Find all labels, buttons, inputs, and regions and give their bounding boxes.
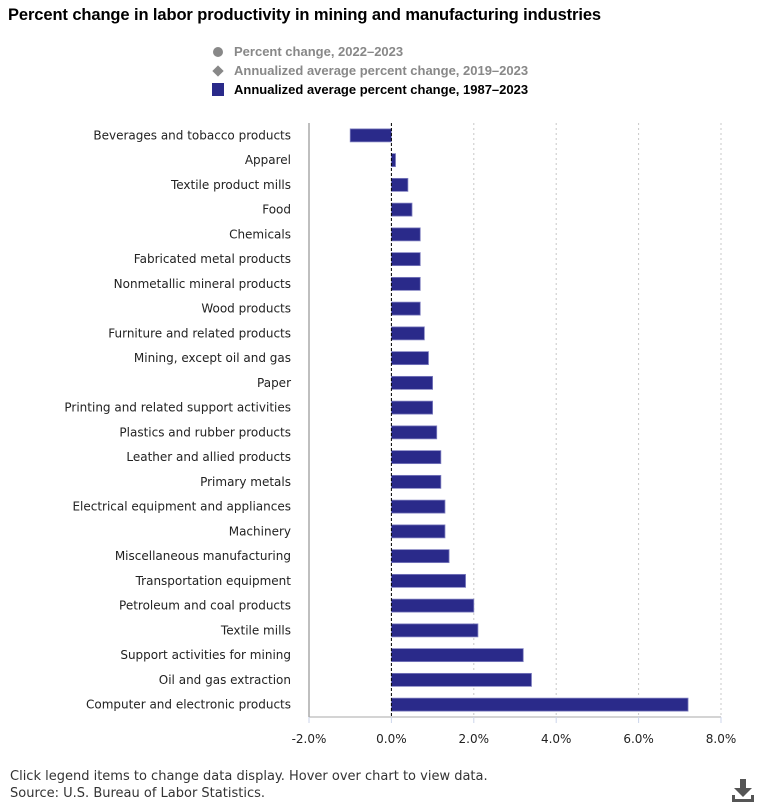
bar[interactable] bbox=[390, 375, 433, 390]
x-tick-label: 2.0% bbox=[459, 732, 490, 746]
category-label: Electrical equipment and appliances bbox=[72, 500, 291, 514]
category-label: Computer and electronic products bbox=[86, 698, 291, 712]
bar[interactable] bbox=[390, 573, 466, 588]
bar[interactable] bbox=[390, 450, 442, 465]
category-label: Machinery bbox=[229, 524, 291, 538]
category-label: Food bbox=[262, 203, 291, 217]
category-label: Wood products bbox=[201, 302, 291, 316]
category-label: Support activities for mining bbox=[120, 648, 291, 662]
x-tick-label: -2.0% bbox=[292, 732, 327, 746]
legend-label: Percent change, 2022–2023 bbox=[234, 44, 404, 59]
bar[interactable] bbox=[390, 499, 446, 514]
chart-footer: Click legend items to change data displa… bbox=[10, 768, 488, 802]
bar[interactable] bbox=[390, 598, 475, 613]
square-icon bbox=[210, 83, 226, 96]
bar-chart[interactable]: -2.0% 0.0% 2.0% 4.0% 6.0% 8.0% Beverages and t… bbox=[0, 0, 760, 760]
category-label: Apparel bbox=[245, 153, 291, 167]
bar[interactable] bbox=[390, 326, 425, 341]
category-label: Textile mills bbox=[220, 623, 291, 637]
category-label: Fabricated metal products bbox=[134, 252, 291, 266]
x-tick-label: 4.0% bbox=[541, 732, 572, 746]
footer-note: Click legend items to change data displa… bbox=[10, 769, 488, 784]
category-label: Mining, except oil and gas bbox=[134, 351, 291, 365]
category-label: Beverages and tobacco products bbox=[93, 128, 291, 142]
category-label: Oil and gas extraction bbox=[159, 673, 291, 687]
category-label: Leather and allied products bbox=[126, 450, 291, 464]
bar[interactable] bbox=[390, 227, 421, 242]
legend: Percent change, 2022–2023 Annualized ave… bbox=[210, 42, 528, 99]
bar[interactable] bbox=[390, 351, 429, 366]
bar[interactable] bbox=[390, 549, 450, 564]
legend-label: Annualized average percent change, 2019–… bbox=[234, 63, 529, 78]
bar[interactable] bbox=[390, 252, 421, 267]
chart-title: Percent change in labor productivity in … bbox=[8, 6, 601, 24]
bar[interactable] bbox=[390, 153, 396, 168]
category-label: Chemicals bbox=[229, 227, 291, 241]
category-label: Textile product mills bbox=[170, 178, 291, 192]
category-label: Miscellaneous manufacturing bbox=[115, 549, 291, 563]
category-label: Transportation equipment bbox=[135, 574, 292, 588]
bar[interactable] bbox=[390, 276, 421, 291]
bar[interactable] bbox=[390, 524, 446, 539]
bar[interactable] bbox=[390, 672, 532, 687]
bar[interactable] bbox=[349, 128, 392, 143]
bar[interactable] bbox=[390, 301, 421, 316]
bar[interactable] bbox=[390, 623, 479, 638]
category-label: Primary metals bbox=[200, 475, 291, 489]
legend-item-annualized-2019-2023[interactable]: Annualized average percent change, 2019–… bbox=[210, 61, 528, 80]
bar[interactable] bbox=[390, 648, 524, 663]
bar[interactable] bbox=[390, 202, 413, 217]
category-label: Printing and related support activities bbox=[64, 401, 291, 415]
circle-icon bbox=[210, 46, 226, 57]
x-tick-label: 6.0% bbox=[623, 732, 654, 746]
bar[interactable] bbox=[390, 425, 438, 440]
bar[interactable] bbox=[390, 400, 433, 415]
legend-item-annualized-1987-2023[interactable]: Annualized average percent change, 1987–… bbox=[210, 80, 528, 99]
category-label: Paper bbox=[257, 376, 291, 390]
category-label: Plastics and rubber products bbox=[119, 425, 291, 439]
bar[interactable] bbox=[390, 697, 689, 712]
x-tick-label: 8.0% bbox=[706, 732, 737, 746]
category-label: Furniture and related products bbox=[108, 326, 291, 340]
bar[interactable] bbox=[390, 177, 409, 192]
x-tick-label: 0.0% bbox=[376, 732, 407, 746]
source-note: Source: U.S. Bureau of Labor Statistics. bbox=[10, 786, 265, 801]
category-label: Nonmetallic mineral products bbox=[114, 277, 291, 291]
download-icon[interactable] bbox=[732, 779, 754, 803]
bar[interactable] bbox=[390, 474, 442, 489]
category-label: Petroleum and coal products bbox=[119, 599, 291, 613]
legend-label: Annualized average percent change, 1987–… bbox=[234, 82, 529, 97]
legend-item-percent-change-2022-2023[interactable]: Percent change, 2022–2023 bbox=[210, 42, 528, 61]
